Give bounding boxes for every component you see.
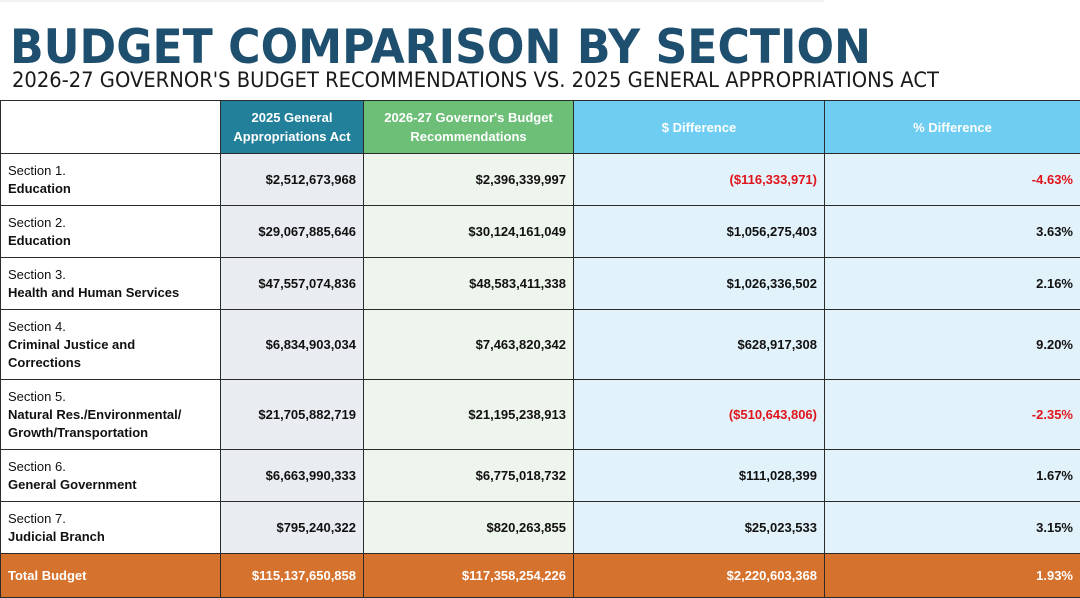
section-number: Section 5.: [8, 388, 213, 406]
total-governor-value: $117,358,254,226: [364, 554, 574, 598]
top-band: [0, 0, 824, 2]
total-label: Total Budget: [1, 554, 221, 598]
section-number: Section 4.: [8, 318, 213, 336]
header-dollar-difference: $ Difference: [574, 101, 825, 154]
section-name-line2: Corrections: [8, 354, 213, 372]
dollar-difference-value: $111,028,399: [574, 450, 825, 502]
gaa-2025-value: $47,557,074,836: [221, 258, 364, 310]
dollar-difference-value: ($116,333,971): [574, 154, 825, 206]
table-row: Section 2.Education$29,067,885,646$30,12…: [1, 206, 1080, 258]
header-percent-difference: % Difference: [825, 101, 1080, 154]
gaa-2025-value: $795,240,322: [221, 502, 364, 554]
total-percent-difference: 1.93%: [825, 554, 1080, 598]
section-name: Judicial Branch: [8, 528, 213, 546]
section-cell: Section 5.Natural Res./Environmental/Gro…: [1, 380, 221, 450]
header-gov-line2: Recommendations: [410, 129, 526, 144]
governor-value: $7,463,820,342: [364, 310, 574, 380]
table-row: Section 5.Natural Res./Environmental/Gro…: [1, 380, 1080, 450]
dollar-difference-value: $1,056,275,403: [574, 206, 825, 258]
dollar-difference-value: ($510,643,806): [574, 380, 825, 450]
gaa-2025-value: $21,705,882,719: [221, 380, 364, 450]
table-row: Section 3.Health and Human Services$47,5…: [1, 258, 1080, 310]
percent-difference-value: 1.67%: [825, 450, 1080, 502]
section-number: Section 6.: [8, 458, 213, 476]
section-number: Section 3.: [8, 266, 213, 284]
percent-difference-value: 3.15%: [825, 502, 1080, 554]
section-name-line2: Growth/Transportation: [8, 424, 213, 442]
dollar-difference-value: $628,917,308: [574, 310, 825, 380]
header-gov-line1: 2026-27 Governor's Budget: [384, 110, 553, 125]
section-cell: Section 2.Education: [1, 206, 221, 258]
gaa-2025-value: $6,834,903,034: [221, 310, 364, 380]
header-section: [1, 101, 221, 154]
gaa-2025-value: $29,067,885,646: [221, 206, 364, 258]
section-number: Section 2.: [8, 214, 213, 232]
section-cell: Section 3.Health and Human Services: [1, 258, 221, 310]
table-row: Section 1.Education$2,512,673,968$2,396,…: [1, 154, 1080, 206]
governor-value: $2,396,339,997: [364, 154, 574, 206]
section-number: Section 7.: [8, 510, 213, 528]
percent-difference-value: -2.35%: [825, 380, 1080, 450]
percent-difference-value: 3.63%: [825, 206, 1080, 258]
header-gaa-line2: Appropriations Act: [233, 129, 350, 144]
total-gaa-value: $115,137,650,858: [221, 554, 364, 598]
section-name: Natural Res./Environmental/: [8, 406, 213, 424]
table-header-row: 2025 General Appropriations Act 2026-27 …: [1, 101, 1080, 154]
percent-difference-value: -4.63%: [825, 154, 1080, 206]
governor-value: $820,263,855: [364, 502, 574, 554]
section-cell: Section 1.Education: [1, 154, 221, 206]
section-name: General Government: [8, 476, 213, 494]
section-name: Education: [8, 232, 213, 250]
table-row: Section 6.General Government$6,663,990,3…: [1, 450, 1080, 502]
governor-value: $21,195,238,913: [364, 380, 574, 450]
header-gaa-line1: 2025 General: [252, 110, 333, 125]
governor-value: $48,583,411,338: [364, 258, 574, 310]
section-name: Criminal Justice and: [8, 336, 213, 354]
section-name: Education: [8, 180, 213, 198]
percent-difference-value: 9.20%: [825, 310, 1080, 380]
header-gaa-2025: 2025 General Appropriations Act: [221, 101, 364, 154]
table-row: Section 7.Judicial Branch$795,240,322$82…: [1, 502, 1080, 554]
section-name: Health and Human Services: [8, 284, 213, 302]
section-cell: Section 6.General Government: [1, 450, 221, 502]
percent-difference-value: 2.16%: [825, 258, 1080, 310]
budget-table: 2025 General Appropriations Act 2026-27 …: [0, 100, 1080, 598]
section-cell: Section 7.Judicial Branch: [1, 502, 221, 554]
header-governor-recommendations: 2026-27 Governor's Budget Recommendation…: [364, 101, 574, 154]
governor-value: $6,775,018,732: [364, 450, 574, 502]
gaa-2025-value: $6,663,990,333: [221, 450, 364, 502]
dollar-difference-value: $25,023,533: [574, 502, 825, 554]
governor-value: $30,124,161,049: [364, 206, 574, 258]
total-dollar-difference: $2,220,603,368: [574, 554, 825, 598]
dollar-difference-value: $1,026,336,502: [574, 258, 825, 310]
gaa-2025-value: $2,512,673,968: [221, 154, 364, 206]
page-subtitle: 2026-27 GOVERNOR'S BUDGET RECOMMENDATION…: [12, 66, 939, 94]
total-row: Total Budget$115,137,650,858$117,358,254…: [1, 554, 1080, 598]
section-number: Section 1.: [8, 162, 213, 180]
